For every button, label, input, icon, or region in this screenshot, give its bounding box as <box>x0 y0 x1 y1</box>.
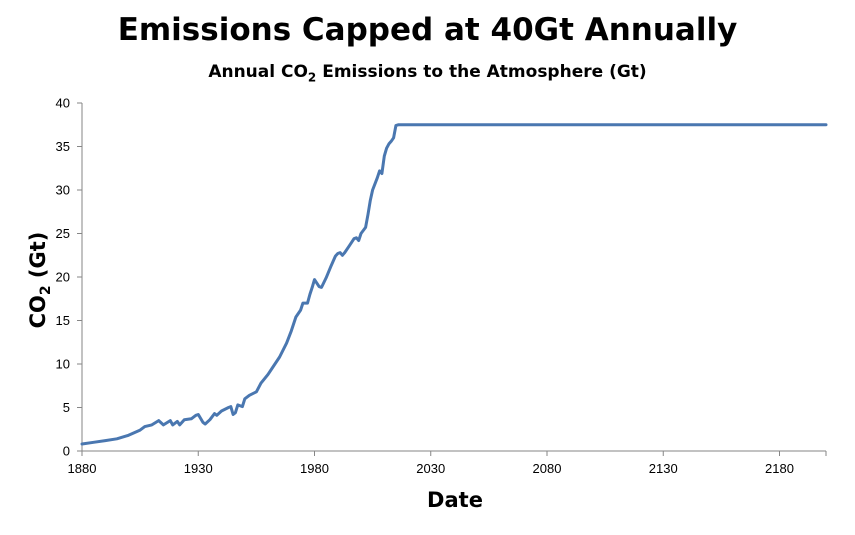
y-tick-label: 20 <box>56 270 70 285</box>
x-tick-label: 1980 <box>300 461 329 476</box>
ylabel-subscript: 2 <box>38 285 55 296</box>
ylabel-rest: (Gt) <box>25 231 50 286</box>
series-line <box>80 123 828 446</box>
x-tick-label: 2080 <box>533 461 562 476</box>
y-tick-label: 10 <box>56 357 70 372</box>
x-axis-label: Date <box>427 488 483 512</box>
y-axis-label: CO2 (Gt) <box>26 232 54 329</box>
y-tick-label: 0 <box>63 444 70 459</box>
subtitle-main: Annual CO <box>208 62 308 82</box>
chart-title: Emissions Capped at 40Gt Annually <box>117 12 738 48</box>
x-tick-label: 1880 <box>68 461 97 476</box>
x-tick-label: 1930 <box>184 461 213 476</box>
x-tick-label: 2130 <box>649 461 678 476</box>
y-tick-label: 15 <box>56 313 70 328</box>
ylabel-main: CO <box>25 295 50 329</box>
x-tick-label: 2030 <box>416 461 445 476</box>
x-tick-label: 2180 <box>765 461 794 476</box>
y-tick-label: 5 <box>63 400 70 415</box>
chart-subtitle: Annual CO2 Emissions to the Atmosphere (… <box>0 62 855 84</box>
y-tick-label: 30 <box>56 183 70 198</box>
y-tick-label: 35 <box>56 139 70 154</box>
y-tick-label: 25 <box>56 226 70 241</box>
subtitle-subscript: 2 <box>307 70 317 85</box>
y-tick-label: 40 <box>56 96 70 111</box>
subtitle-rest: Emissions to the Atmosphere (Gt) <box>316 62 647 82</box>
